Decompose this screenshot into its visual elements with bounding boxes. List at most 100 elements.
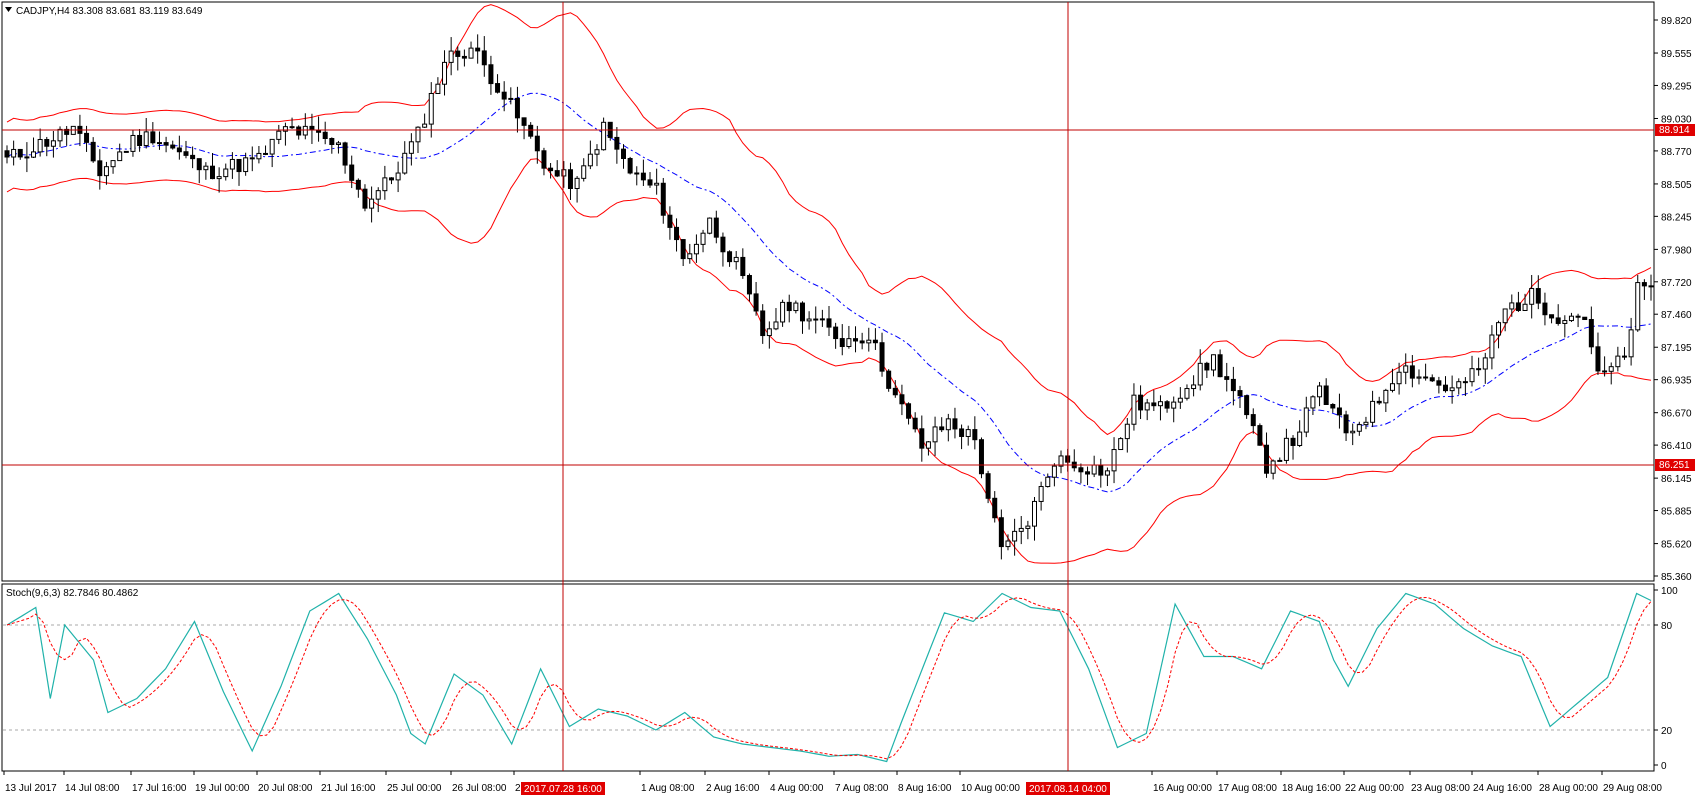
candle [501,81,507,112]
candle [1303,396,1309,438]
price-tick-label: 89.295 [1661,81,1692,92]
stoch-tick-label: 20 [1661,726,1673,737]
time-tick-label: 20 Jul 08:00 [258,783,313,794]
candle [176,135,182,160]
candle [1389,368,1395,393]
candle [1350,423,1356,446]
price-tick-label: 85.360 [1661,572,1692,583]
candle [1529,275,1535,319]
candle [329,137,335,154]
candle [1588,306,1594,355]
candle [1310,395,1316,416]
candle [1277,457,1283,462]
candle [123,150,129,153]
candle [1210,354,1216,377]
price-tick-label: 87.460 [1661,310,1692,321]
candle [654,168,660,195]
candle [442,50,448,96]
candle [1237,385,1243,408]
price-tick-label: 85.620 [1661,540,1692,551]
candle [514,86,520,133]
candle [335,140,341,154]
candle [210,153,215,180]
candle [296,125,302,140]
candle [1423,363,1429,381]
candle [90,137,96,163]
candle [819,309,825,327]
price-tick-label: 88.505 [1661,180,1692,191]
candle [57,126,63,148]
bollinger-bands [6,4,1652,564]
stochastic-lines [6,592,1652,763]
candle [680,239,686,267]
triangle-down-icon[interactable] [5,7,12,12]
candle [647,172,653,188]
candle [1429,374,1435,383]
candle [276,124,282,145]
candle [1403,353,1409,385]
candle [422,113,428,128]
candle [1290,435,1296,460]
candle [826,306,832,336]
candle [614,127,620,164]
candle [1542,292,1548,326]
candle [674,218,680,252]
candle [1217,349,1223,378]
lower-band [6,158,1652,564]
candle [906,402,912,425]
time-tick-label: 1 Aug 08:00 [641,783,695,794]
stoch-pane [1,583,1655,772]
candle [581,158,587,182]
price-tick-label: 86.410 [1661,441,1692,452]
candle [1608,362,1614,385]
time-tick-label: 10 Aug 00:00 [961,783,1020,794]
time-tick-label: 18 Aug 16:00 [1282,783,1341,794]
candle [1535,275,1541,310]
candle [793,300,799,314]
candle [1230,366,1236,406]
time-tick-label: 29 Aug 08:00 [1603,783,1662,794]
candle [196,158,202,184]
symbol-info: CADJPY,H4 83.308 83.681 83.119 83.649 [16,6,203,17]
candle [1370,390,1376,428]
time-axis: 13 Jul 2017 14 Jul 08:00 17 Jul 16:00 19 Ju… [3,771,1662,794]
candle [1270,459,1276,480]
candle [17,148,23,160]
price-label-1: 88.914 [1659,125,1690,136]
candle [435,77,441,94]
price-pane [1,1,1655,582]
candle [693,234,699,263]
candle [369,186,375,223]
price-tick-label: 88.245 [1661,212,1692,223]
candle [733,251,739,270]
candle [727,250,733,267]
candle [853,326,859,353]
candle [1449,375,1455,404]
candle [1496,320,1502,349]
price-tick-label: 88.770 [1661,147,1692,158]
candle [349,155,355,189]
candle [508,87,514,105]
candle [1197,349,1203,391]
price-tick-label: 87.720 [1661,278,1692,289]
candle [667,206,673,240]
candle [806,311,812,330]
candle [1582,316,1588,321]
candle [813,306,819,334]
candle [395,161,401,193]
candle [143,117,149,149]
time-tick-label: 26 Jul 08:00 [452,783,507,794]
candle [156,131,162,150]
candle [309,113,315,144]
candle [1118,437,1124,451]
candle [998,509,1004,560]
candle [1502,308,1508,332]
candle [236,158,242,186]
candle [1330,403,1336,413]
candle [1177,387,1183,409]
candle [1071,449,1077,472]
stoch-axis: 100 80 20 0 [1654,586,1678,772]
candle [1562,315,1568,338]
candle [1456,378,1462,395]
